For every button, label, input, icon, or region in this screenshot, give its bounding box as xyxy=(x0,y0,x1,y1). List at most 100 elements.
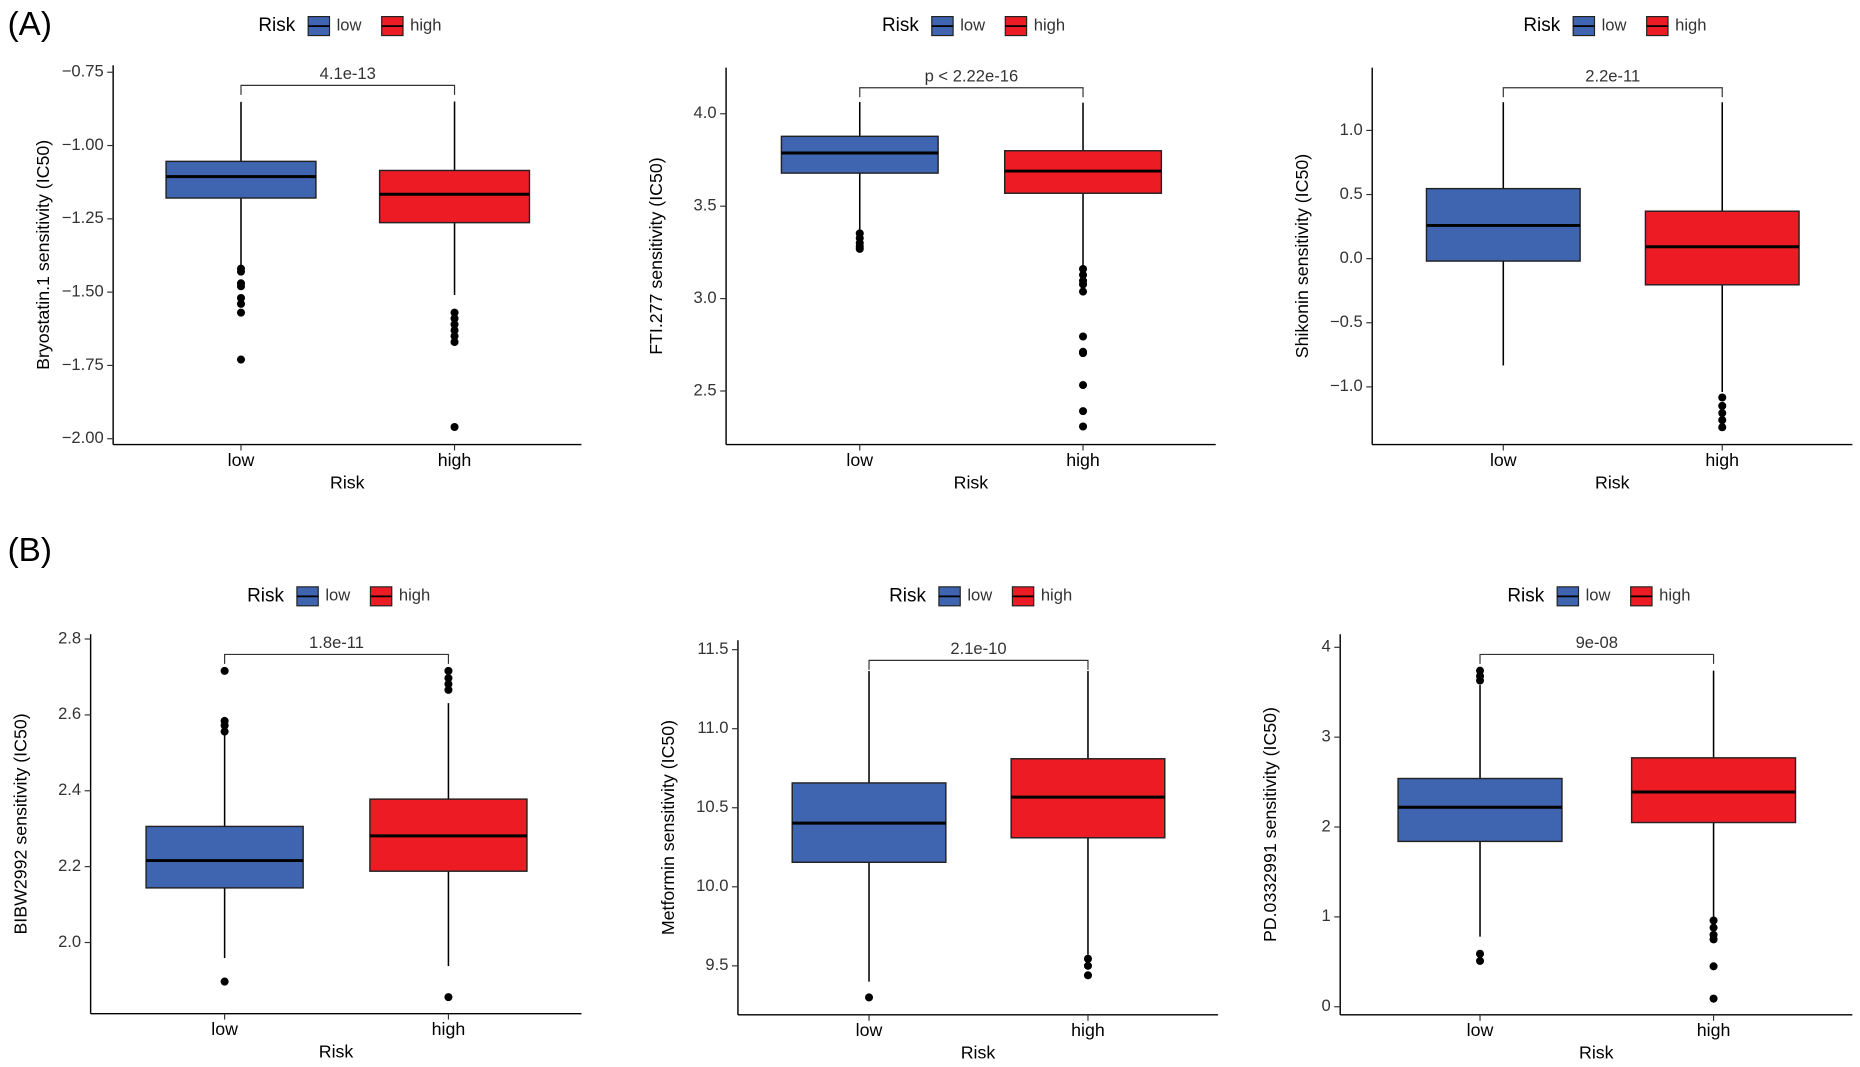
x-tick-label: high xyxy=(432,1019,466,1039)
legend-label: low xyxy=(960,15,986,34)
outlier xyxy=(1718,416,1727,425)
outlier xyxy=(236,293,246,303)
p-value: 4.1e-13 xyxy=(320,64,376,83)
x-tick-label: low xyxy=(228,450,255,470)
outlier xyxy=(220,721,229,730)
y-tick-label: 11.0 xyxy=(697,718,728,737)
y-tick-label: 0.0 xyxy=(1340,248,1363,267)
x-tick-label: high xyxy=(1697,1020,1731,1040)
outlier xyxy=(236,308,246,317)
y-tick-label: 4.0 xyxy=(694,103,717,122)
outlier xyxy=(1718,409,1727,418)
outlier xyxy=(220,727,229,736)
outlier xyxy=(1475,676,1485,685)
outlier xyxy=(1475,949,1485,958)
outlier xyxy=(450,332,459,341)
x-axis-label: Risk xyxy=(330,472,365,492)
x-tick-label: high xyxy=(1066,450,1100,470)
p-value: 2.1e-10 xyxy=(950,639,1006,658)
y-tick-label: 3.0 xyxy=(694,288,717,307)
outlier xyxy=(1078,422,1088,431)
outlier xyxy=(1078,280,1088,289)
significance-bracket xyxy=(224,653,450,664)
outlier xyxy=(1083,971,1093,980)
x-tick-label: high xyxy=(438,450,472,470)
y-tick-label: 4 xyxy=(1321,637,1330,656)
y-axis-label: Shikonin sensitivity (IC50) xyxy=(1292,154,1312,358)
y-tick-label: 0.5 xyxy=(1340,184,1363,203)
significance-bracket xyxy=(868,659,1089,670)
outlier xyxy=(236,299,246,308)
y-tick-label: 10.5 xyxy=(696,797,728,816)
legend-label: low xyxy=(1602,15,1628,34)
outlier xyxy=(855,244,864,253)
outlier xyxy=(450,326,459,335)
x-axis-label: Risk xyxy=(1579,1043,1614,1063)
outlier xyxy=(1709,994,1718,1003)
outlier xyxy=(1078,349,1088,358)
outlier xyxy=(444,666,453,675)
y-tick-label: 2.0 xyxy=(58,932,81,951)
outlier xyxy=(450,308,459,317)
y-axis-label: Bryostatin.1 sensitivity (IC50) xyxy=(33,140,53,370)
legend-label: low xyxy=(967,586,993,605)
outlier xyxy=(444,685,453,694)
outlier xyxy=(220,666,229,675)
outlier xyxy=(444,993,453,1002)
x-tick-label: low xyxy=(1490,450,1517,470)
outlier xyxy=(864,993,874,1002)
outlier xyxy=(1078,407,1088,416)
outlier xyxy=(1078,287,1088,296)
y-tick-label: −1.75 xyxy=(62,355,104,374)
y-tick-label: 2.2 xyxy=(58,856,81,875)
legend-label: high xyxy=(410,15,441,34)
outlier xyxy=(1083,961,1093,970)
p-value: 2.2e-11 xyxy=(1585,66,1640,85)
outlier xyxy=(450,337,459,347)
x-axis-label: Risk xyxy=(961,1043,996,1063)
y-axis-label: PD.0332991 sensitivity (IC50) xyxy=(1260,707,1280,942)
outlier xyxy=(236,355,246,364)
outlier xyxy=(236,282,246,291)
legend-title: Risk xyxy=(258,15,295,36)
y-tick-label: 2.4 xyxy=(58,780,81,799)
x-tick-label: low xyxy=(211,1019,238,1039)
outlier xyxy=(1078,332,1088,341)
legend-label: high xyxy=(1034,15,1065,34)
y-tick-label: −1.50 xyxy=(62,282,104,301)
outlier xyxy=(450,422,459,432)
outlier xyxy=(1718,423,1727,432)
legend-label: low xyxy=(337,15,363,34)
box xyxy=(1397,777,1563,843)
y-tick-label: 11.5 xyxy=(697,639,728,658)
panel-label: (A) xyxy=(8,6,52,43)
x-axis-label: Risk xyxy=(1595,472,1630,492)
outlier xyxy=(1709,935,1718,944)
significance-bracket xyxy=(1479,653,1715,664)
significance-bracket xyxy=(1502,87,1723,98)
legend-label: high xyxy=(1041,586,1072,605)
y-tick-label: −0.5 xyxy=(1330,312,1363,331)
p-value: 1.8e-11 xyxy=(309,633,364,652)
legend-title: Risk xyxy=(889,585,926,606)
y-tick-label: −2.00 xyxy=(62,428,104,447)
legend-title: Risk xyxy=(1523,15,1560,36)
y-tick-label: 1.0 xyxy=(1340,120,1363,139)
x-tick-label: high xyxy=(1071,1020,1105,1040)
outlier xyxy=(444,674,453,683)
x-axis-label: Risk xyxy=(954,472,989,492)
outlier xyxy=(1083,954,1093,963)
legend-label: low xyxy=(325,586,351,605)
y-tick-label: 10.0 xyxy=(696,876,728,895)
legend-title: Risk xyxy=(1507,585,1544,606)
significance-bracket xyxy=(859,87,1084,98)
y-tick-label: 2 xyxy=(1321,816,1330,835)
x-tick-label: low xyxy=(1467,1020,1494,1040)
box xyxy=(780,135,939,174)
legend-label: low xyxy=(1586,586,1612,605)
box xyxy=(165,160,317,199)
y-tick-label: 2.6 xyxy=(58,704,81,723)
y-tick-label: −1.0 xyxy=(1330,376,1363,395)
y-tick-label: 0 xyxy=(1321,996,1330,1015)
